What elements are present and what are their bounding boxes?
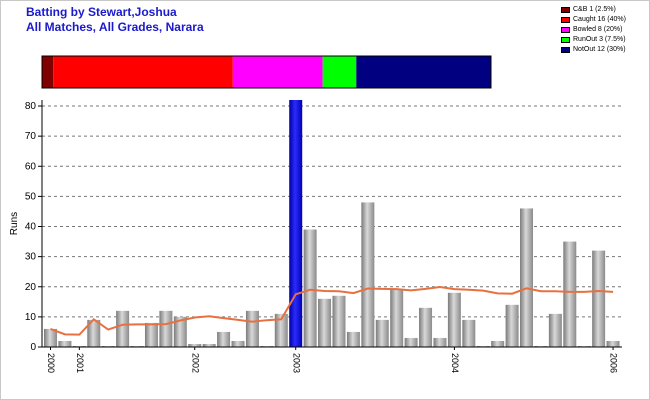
innings-bar xyxy=(245,310,259,347)
x-year-label: 2002 xyxy=(190,353,200,373)
y-tick-label: 70 xyxy=(25,131,37,142)
dismissal-bar-border xyxy=(41,55,492,89)
legend-label-cb: C&B 1 (2.5%) xyxy=(573,6,616,13)
legend-label-notout: NotOut 12 (30%) xyxy=(573,46,626,53)
y-tick-label: 60 xyxy=(25,161,37,172)
innings-bar xyxy=(491,340,505,347)
innings-bar xyxy=(520,208,534,347)
innings-bar xyxy=(375,319,389,347)
innings-bar xyxy=(231,340,245,347)
innings-bar xyxy=(58,340,72,347)
innings-bar xyxy=(289,100,303,347)
chart-title-line1: Batting by Stewart,Joshua xyxy=(26,5,177,19)
legend-label-bowled: Bowled 8 (20%) xyxy=(573,26,623,33)
innings-bar xyxy=(188,343,202,347)
y-tick-label: 40 xyxy=(25,222,37,233)
innings-bar xyxy=(303,229,317,347)
innings-bar xyxy=(87,319,101,347)
dismissal-segment-runout xyxy=(322,56,357,88)
dismissal-segment-bowled xyxy=(232,56,323,88)
legend-item-runout: RunOut 3 (7.5%) xyxy=(561,35,626,45)
innings-bar xyxy=(361,202,375,347)
legend-swatch-bowled xyxy=(561,27,570,33)
y-tick-label: 0 xyxy=(30,342,36,353)
legend-swatch-caught xyxy=(561,17,570,23)
legend-item-caught: Caught 16 (40%) xyxy=(561,15,626,25)
innings-bar xyxy=(505,304,519,347)
y-tick-label: 20 xyxy=(25,282,37,293)
innings-bar xyxy=(318,298,332,347)
chart-title-line2: All Matches, All Grades, Narara xyxy=(26,20,204,34)
innings-bar xyxy=(563,241,577,347)
dismissal-segment-notout xyxy=(356,56,491,88)
innings-bar xyxy=(447,292,461,347)
legend-swatch-cb xyxy=(561,7,570,13)
x-year-label: 2004 xyxy=(450,353,460,373)
legend-label-runout: RunOut 3 (7.5%) xyxy=(573,36,626,43)
innings-bar xyxy=(159,310,173,347)
innings-bar xyxy=(390,289,404,347)
x-year-label: 2001 xyxy=(75,353,85,373)
innings-bar xyxy=(44,328,57,347)
innings-bar xyxy=(404,337,418,347)
innings-bar xyxy=(332,295,346,347)
innings-bar xyxy=(144,322,158,347)
y-axis-label: Runs xyxy=(9,212,20,235)
x-year-label: 2006 xyxy=(609,353,619,373)
innings-bar xyxy=(346,331,360,347)
y-tick-label: 80 xyxy=(25,101,37,112)
innings-bar xyxy=(419,307,433,347)
y-tick-label: 50 xyxy=(25,191,37,202)
legend-swatch-notout xyxy=(561,47,570,53)
legend-item-notout: NotOut 12 (30%) xyxy=(561,45,626,55)
innings-bar xyxy=(433,337,447,347)
legend-item-bowled: Bowled 8 (20%) xyxy=(561,25,626,35)
legend-label-caught: Caught 16 (40%) xyxy=(573,16,626,23)
innings-bar xyxy=(548,313,562,347)
innings-bar xyxy=(116,310,130,347)
innings-bar xyxy=(202,343,216,347)
dismissal-segment-cb xyxy=(42,56,54,88)
legend: C&B 1 (2.5%) Caught 16 (40%) Bowled 8 (2… xyxy=(561,5,626,55)
x-year-label: 2003 xyxy=(291,353,301,373)
average-line xyxy=(50,286,614,336)
y-tick-label: 30 xyxy=(25,252,37,263)
innings-bar xyxy=(217,331,231,347)
dismissal-segment-caught xyxy=(53,56,233,88)
innings-bar xyxy=(592,250,606,347)
innings-bar xyxy=(606,340,620,347)
legend-swatch-runout xyxy=(561,37,570,43)
y-tick-label: 10 xyxy=(25,312,37,323)
innings-bar xyxy=(173,316,187,347)
innings-bar xyxy=(274,313,288,347)
legend-item-cb: C&B 1 (2.5%) xyxy=(561,5,626,15)
innings-bar xyxy=(462,319,476,347)
x-year-label: 2000 xyxy=(46,353,56,373)
